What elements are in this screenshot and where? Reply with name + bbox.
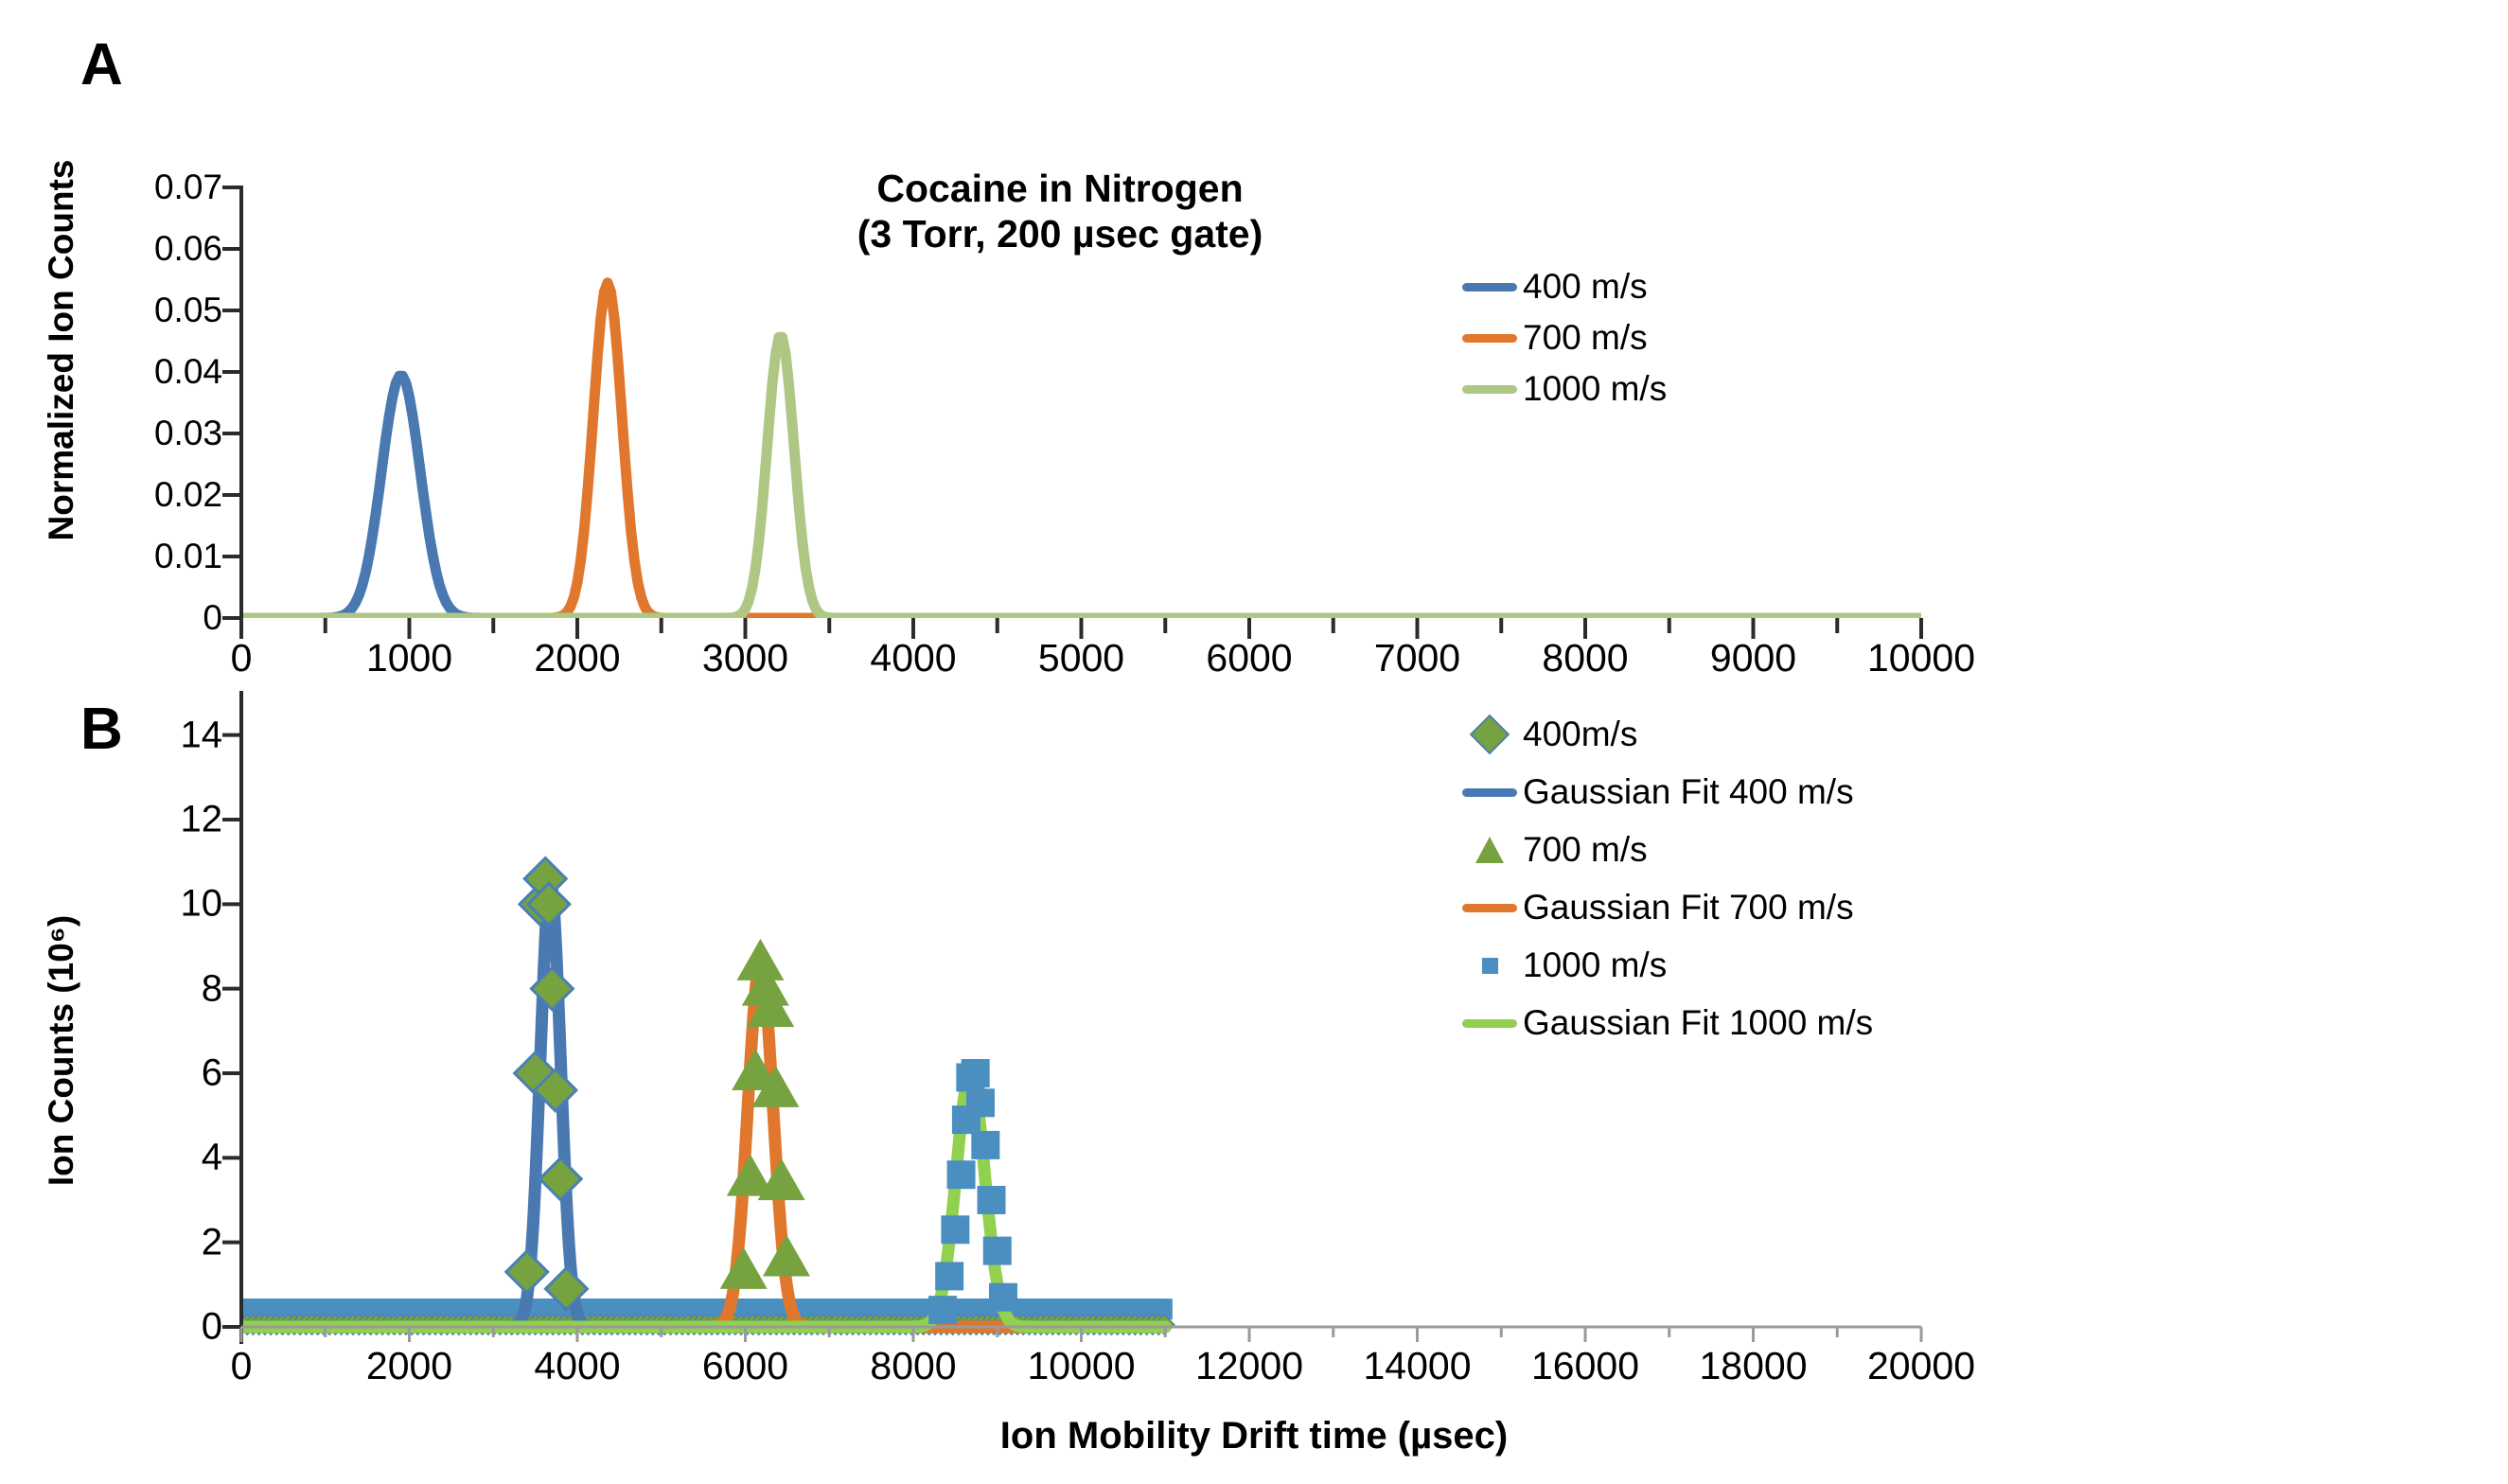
legend-line-icon <box>1460 1018 1519 1028</box>
panel-a-x-tick: 1000 <box>365 636 453 680</box>
panel-b-gaussian-fit <box>241 957 1172 1334</box>
panel-a-y-tick: 0.01 <box>153 537 222 575</box>
panel-b-legend-item[interactable]: 400m/s <box>1460 714 1873 755</box>
panel-b-x-tick: 2000 <box>365 1344 453 1387</box>
panel-b-letter: B <box>80 697 123 762</box>
legend-diamond-icon <box>1460 714 1519 755</box>
panel-a-legend: 400 m/s 700 m/s 1000 m/s <box>1460 267 1667 420</box>
panel-a-legend-item[interactable]: 400 m/s <box>1460 267 1667 307</box>
legend-line-icon <box>1460 333 1519 343</box>
legend-triangle-icon <box>1460 837 1519 863</box>
panel-a-y-tick: 0 <box>203 598 222 637</box>
panel-b-legend-label: Gaussian Fit 700 m/s <box>1523 888 1854 927</box>
panel-b-legend-label: Gaussian Fit 1000 m/s <box>1523 1003 1874 1042</box>
panel-b-x-tick: 12000 <box>1194 1344 1304 1387</box>
panel-b-y-tick: 14 <box>180 714 223 756</box>
legend-line-icon <box>1460 903 1519 912</box>
panel-a-x-tick: 7000 <box>1373 636 1461 680</box>
panel-b-x-tick: 6000 <box>701 1344 789 1387</box>
panel-a-x-tick: 0 <box>230 636 253 680</box>
panel-a-x-tick: 2000 <box>534 636 621 680</box>
panel-a-y-tick: 0.07 <box>153 168 222 206</box>
panel-a-curve <box>241 370 1921 618</box>
panel-b-y-tick: 8 <box>201 967 222 1010</box>
panel-b-legend-item[interactable]: Gaussian Fit 700 m/s <box>1460 888 1873 928</box>
panel-b-legend-item[interactable]: Gaussian Fit 400 m/s <box>1460 772 1873 812</box>
panel-a: A Normalized Ion Counts 0.07 0.06 0.05 0.04… <box>0 0 2508 719</box>
panel-a-x-tick: 6000 <box>1206 636 1293 680</box>
panel-b-y-tick: 4 <box>201 1136 222 1178</box>
panel-a-title-line1: Cocaine in Nitrogen <box>876 167 1244 210</box>
panel-b: B Ion Counts (10⁶) 14 12 10 8 6 4 2 0 0 2000 4000… <box>0 691 2508 1484</box>
legend-line-icon <box>1460 787 1519 797</box>
panel-a-letter: A <box>80 32 123 97</box>
panel-a-x-tick: 8000 <box>1542 636 1629 680</box>
panel-a-legend-item[interactable]: 1000 m/s <box>1460 369 1667 409</box>
panel-a-x-tick: 3000 <box>701 636 789 680</box>
panel-a-title-line2: (3 Torr, 200 µsec gate) <box>857 212 1263 256</box>
panel-a-y-tick: 0.03 <box>153 414 222 452</box>
panel-a-legend-label: 700 m/s <box>1523 318 1648 357</box>
panel-b-x-tick: 14000 <box>1363 1344 1472 1387</box>
panel-b-y-axis <box>239 691 243 1344</box>
legend-line-icon <box>1460 282 1519 292</box>
panel-b-legend-item[interactable]: 700 m/s <box>1460 830 1873 870</box>
panel-a-curve <box>241 277 1921 618</box>
panel-a-legend-label: 1000 m/s <box>1523 369 1668 408</box>
panel-a-y-axis <box>239 186 243 618</box>
panel-b-data-points <box>503 856 590 1312</box>
panel-a-title: Cocaine in Nitrogen (3 Torr, 200 µsec ga… <box>719 166 1401 257</box>
panel-b-y-tick: 6 <box>201 1051 222 1094</box>
panel-b-x-tick: 18000 <box>1699 1344 1808 1387</box>
panel-a-x-tick: 5000 <box>1037 636 1125 680</box>
panel-a-y-tick: 0.06 <box>153 229 222 268</box>
panel-b-x-tick: 4000 <box>534 1344 621 1387</box>
panel-b-legend-item[interactable]: Gaussian Fit 1000 m/s <box>1460 1003 1873 1043</box>
panel-b-x-tick: 10000 <box>1027 1344 1136 1387</box>
panel-b-x-tick: 0 <box>230 1344 253 1387</box>
panel-b-x-tick: 16000 <box>1530 1344 1640 1387</box>
legend-square-icon <box>1460 957 1519 974</box>
panel-a-y-tick: 0.04 <box>153 352 222 391</box>
panel-a-x-tick: 4000 <box>870 636 957 680</box>
panel-a-x-tick: 9000 <box>1709 636 1797 680</box>
panel-b-legend-label: 700 m/s <box>1523 830 1648 869</box>
panel-a-legend-label: 400 m/s <box>1523 267 1648 306</box>
panel-a-legend-item[interactable]: 700 m/s <box>1460 318 1667 358</box>
panel-b-legend-label: 400m/s <box>1523 715 1638 753</box>
panel-b-gaussian-fit <box>241 876 1172 1334</box>
panel-b-x-tick: 8000 <box>870 1344 957 1387</box>
panel-b-legend-item[interactable]: 1000 m/s <box>1460 945 1873 985</box>
panel-b-y-tick: 10 <box>180 882 223 925</box>
panel-b-x-tick: 20000 <box>1866 1344 1976 1387</box>
x-axis-title: Ion Mobility Drift time (µsec) <box>999 1415 1509 1457</box>
panel-a-y-tick: 0.02 <box>153 475 222 514</box>
panel-b-legend-label: 1000 m/s <box>1523 945 1668 984</box>
legend-line-icon <box>1460 384 1519 394</box>
panel-b-y-tick: 2 <box>201 1221 222 1263</box>
panel-b-gaussian-fit <box>241 1067 1172 1334</box>
panel-b-data-points <box>719 938 810 1289</box>
panel-b-legend-label: Gaussian Fit 400 m/s <box>1523 772 1854 811</box>
panel-b-legend: 400m/s Gaussian Fit 400 m/s 700 m/s Gaussia… <box>1460 714 1873 1061</box>
panel-b-y-tick: 12 <box>180 798 223 840</box>
panel-a-x-tick: 10000 <box>1866 636 1976 680</box>
panel-a-curve <box>241 331 1921 618</box>
panel-b-data-points <box>928 1059 1017 1325</box>
panel-b-y-tick: 0 <box>201 1305 222 1348</box>
panel-a-y-tick: 0.05 <box>153 291 222 329</box>
